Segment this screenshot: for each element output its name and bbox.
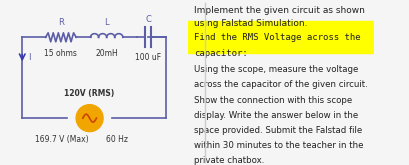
Text: 169.7 V (Max): 169.7 V (Max): [35, 135, 89, 144]
Text: space provided. Submit the Falstad file: space provided. Submit the Falstad file: [194, 126, 362, 135]
Text: display. Write the answer below in the: display. Write the answer below in the: [194, 111, 358, 120]
Text: 120V (RMS): 120V (RMS): [65, 89, 115, 98]
Text: I: I: [29, 53, 31, 63]
Text: Find the RMS Voltage across the: Find the RMS Voltage across the: [194, 33, 360, 42]
Circle shape: [76, 105, 103, 132]
Text: 20mH: 20mH: [95, 49, 118, 58]
FancyBboxPatch shape: [188, 21, 373, 53]
Text: private chatbox.: private chatbox.: [194, 156, 264, 165]
Text: L: L: [104, 18, 109, 27]
Text: 15 ohms: 15 ohms: [45, 49, 77, 58]
Text: within 30 minutes to the teacher in the: within 30 minutes to the teacher in the: [194, 141, 363, 150]
Text: R: R: [58, 18, 64, 27]
Text: using Falstad Simulation.: using Falstad Simulation.: [194, 19, 307, 28]
Text: Show the connection with this scope: Show the connection with this scope: [194, 96, 352, 104]
Text: Implement the given circuit as shown: Implement the given circuit as shown: [194, 6, 365, 15]
Text: across the capacitor of the given circuit.: across the capacitor of the given circui…: [194, 80, 368, 89]
Text: capacitor:: capacitor:: [194, 49, 247, 58]
Text: 60 Hz: 60 Hz: [106, 135, 128, 144]
Text: Using the scope, measure the voltage: Using the scope, measure the voltage: [194, 65, 358, 74]
Text: C: C: [145, 15, 151, 24]
Text: 100 uF: 100 uF: [135, 53, 161, 63]
